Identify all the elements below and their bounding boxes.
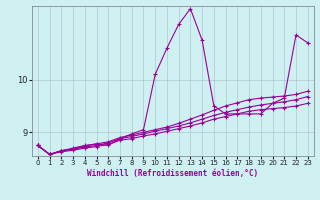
X-axis label: Windchill (Refroidissement éolien,°C): Windchill (Refroidissement éolien,°C) bbox=[87, 169, 258, 178]
